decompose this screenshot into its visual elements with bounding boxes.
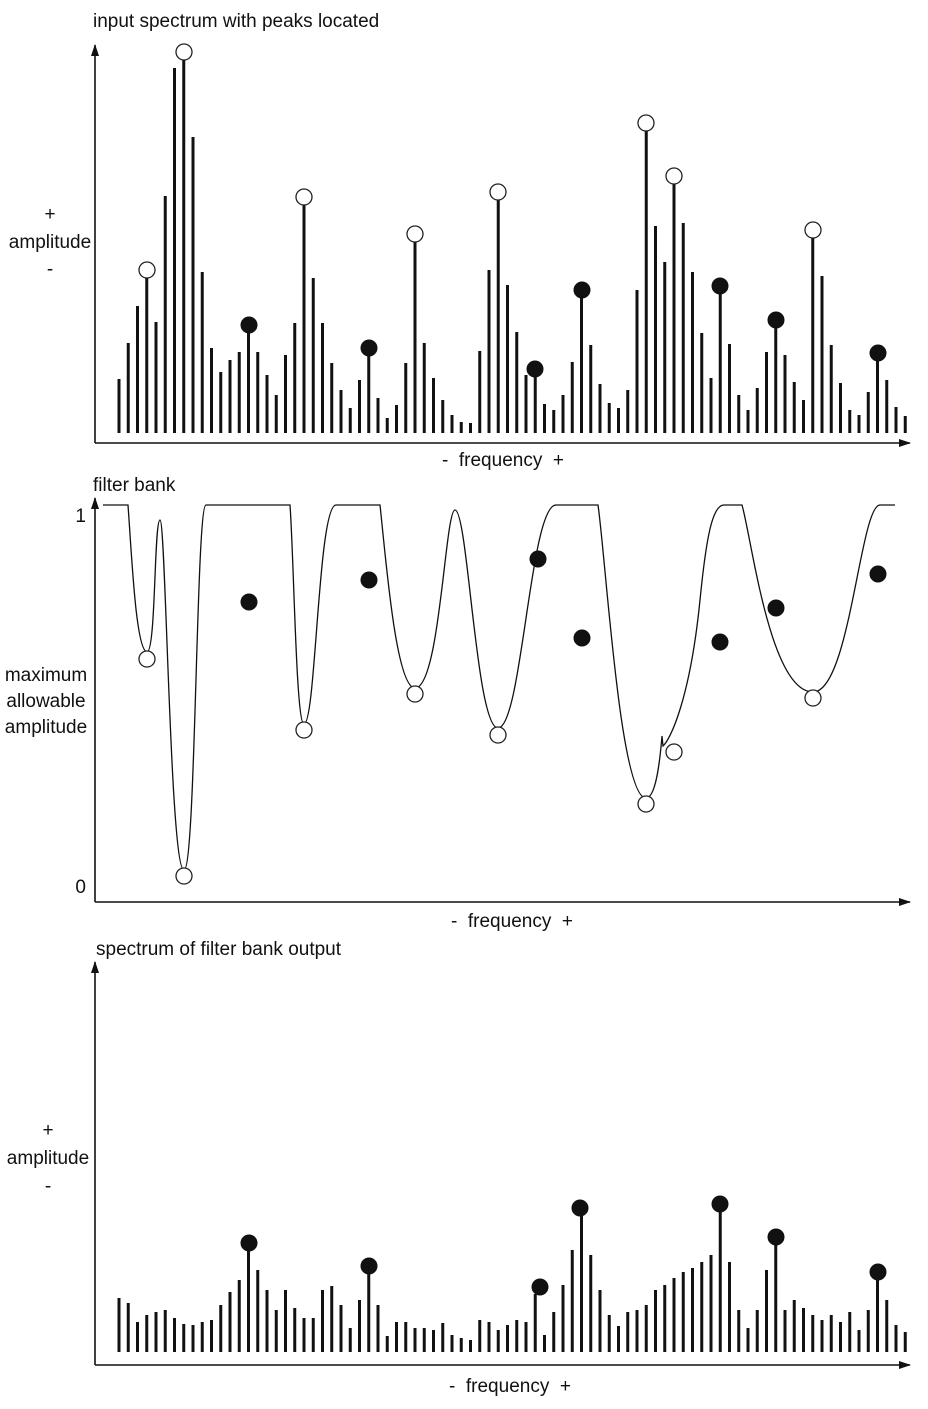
y-tick-label: 0 [75,877,86,898]
output-bars [117,1211,907,1352]
peak-open [489,726,507,744]
panel-input: input spectrum with peaks located + ampl… [9,11,911,471]
peak-filled [767,1228,785,1246]
spectrum-bars [117,60,907,433]
x-label: - frequency + [451,911,573,932]
peak-open [138,650,156,668]
peak-filled [360,1257,378,1275]
peak-filled [711,277,729,295]
filter-curve [103,504,895,871]
peak-filled [526,360,544,378]
y-label: allowable [6,691,85,712]
x-label: - frequency + [442,450,564,471]
peak-open [804,221,822,239]
peak-open [406,685,424,703]
panel-output: spectrum of filter bank output + amplitu… [7,939,911,1397]
peak-open [637,114,655,132]
y-label: + [44,204,55,225]
output-markers [240,1195,887,1296]
y-label: + [42,1120,53,1141]
panel-filter-bank: filter bank 1 0 maximum allowable amplit… [5,475,911,932]
peak-filled [869,565,887,583]
peak-filled [240,316,258,334]
peak-filled [711,1195,729,1213]
panel-title: input spectrum with peaks located [93,11,379,32]
peak-filled [767,599,785,617]
panel-title: spectrum of filter bank output [96,939,342,960]
peak-open [138,261,156,279]
peak-filled [571,1199,589,1217]
peak-filled [360,571,378,589]
peak-open [175,43,193,61]
y-label: maximum [5,665,87,686]
y-tick-label: 1 [75,506,86,527]
peak-filled [711,633,729,651]
peak-filled [240,593,258,611]
y-label: amplitude [7,1148,89,1169]
peak-open [295,188,313,206]
peak-filled [360,339,378,357]
y-label: amplitude [9,232,91,253]
peak-open [665,167,683,185]
panel-title: filter bank [93,475,176,496]
filter-markers [138,550,887,885]
x-label: - frequency + [449,1376,571,1397]
peak-filled [240,1234,258,1252]
peak-filled [573,629,591,647]
peak-filled [869,1263,887,1281]
peak-filled [531,1278,549,1296]
y-label: - [45,1176,51,1197]
y-label: amplitude [5,717,87,738]
peak-filled [869,344,887,362]
peak-open [804,689,822,707]
peak-open [406,225,424,243]
peak-filled [767,311,785,329]
peak-filled [529,550,547,568]
peak-open [175,867,193,885]
peak-open [489,183,507,201]
peak-filled [573,281,591,299]
peak-open [295,721,313,739]
peak-markers [138,43,887,378]
peak-open [637,795,655,813]
y-label: - [47,259,53,280]
peak-open [665,743,683,761]
